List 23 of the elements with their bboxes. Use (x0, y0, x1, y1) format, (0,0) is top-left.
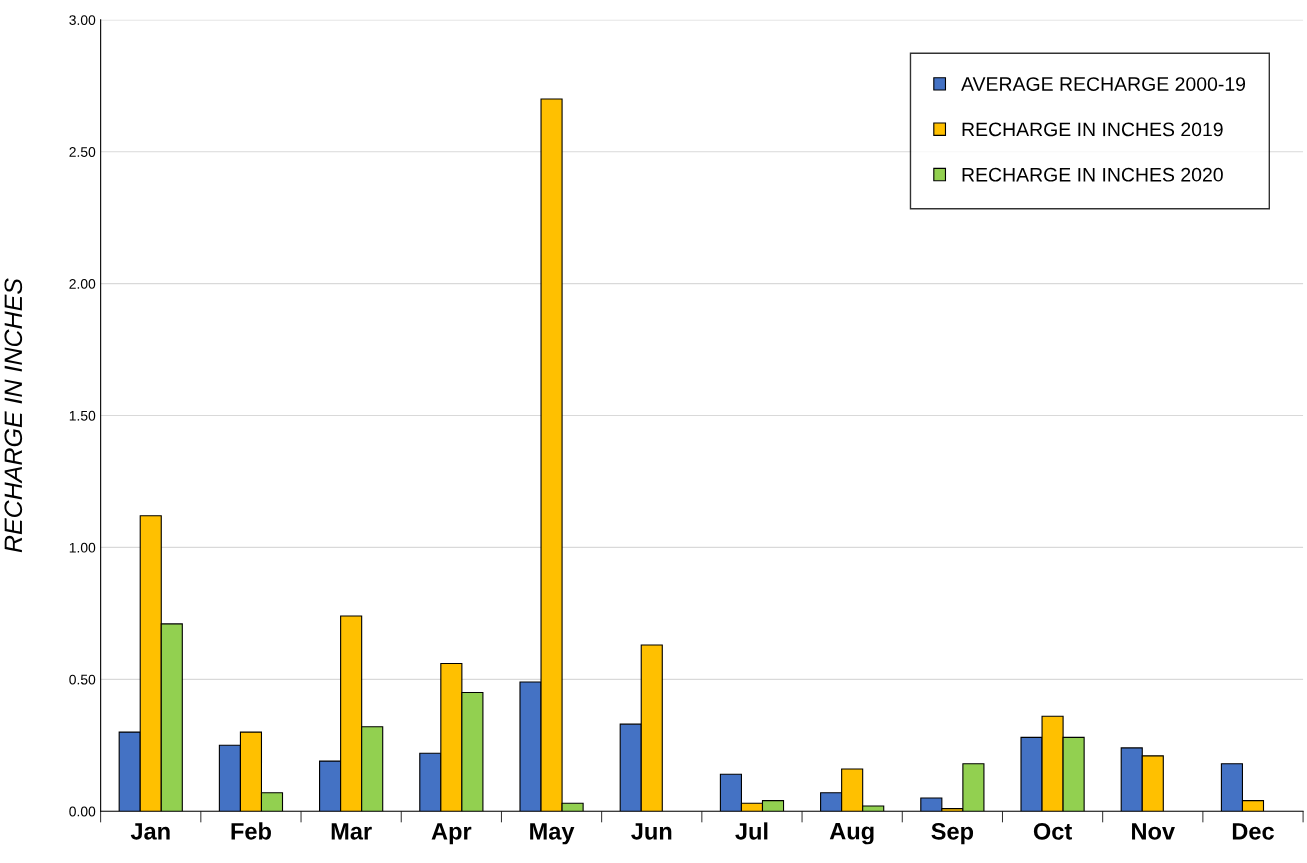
legend-label: RECHARGE IN INCHES 2020 (962, 167, 1223, 182)
y-axis-title: RECHARGE IN INCHES (4, 278, 23, 553)
x-tick-label: Jan (130, 823, 170, 840)
x-tick-label: Mar (331, 823, 372, 840)
x-tick-label: Feb (231, 822, 271, 840)
x-tick-label: Apr (431, 823, 472, 845)
x-tick-label: Nov (1132, 823, 1175, 840)
x-tick-label: Jul (735, 822, 768, 840)
y-tick-label: 1.50 (69, 410, 96, 421)
y-tick-label: 1.00 (69, 542, 96, 553)
y-tick-label: 0.50 (69, 674, 96, 685)
x-tick-label: Sep (931, 822, 974, 845)
x-tick-label: Dec (1232, 823, 1274, 840)
x-tick-label: May (530, 823, 575, 845)
x-tick-label: Aug (829, 823, 874, 845)
x-tick-label: Oct (1033, 822, 1072, 840)
y-tick-label: 2.00 (69, 278, 96, 289)
y-tick-label: 0.00 (69, 806, 96, 817)
y-tick-label: 3.00 (69, 15, 96, 26)
x-tick-label: Jun (631, 823, 672, 840)
legend-label: AVERAGE RECHARGE 2000-19 (961, 77, 1246, 91)
legend-label: RECHARGE IN INCHES 2019 (962, 122, 1223, 137)
y-tick-label: 2.50 (69, 147, 96, 157)
